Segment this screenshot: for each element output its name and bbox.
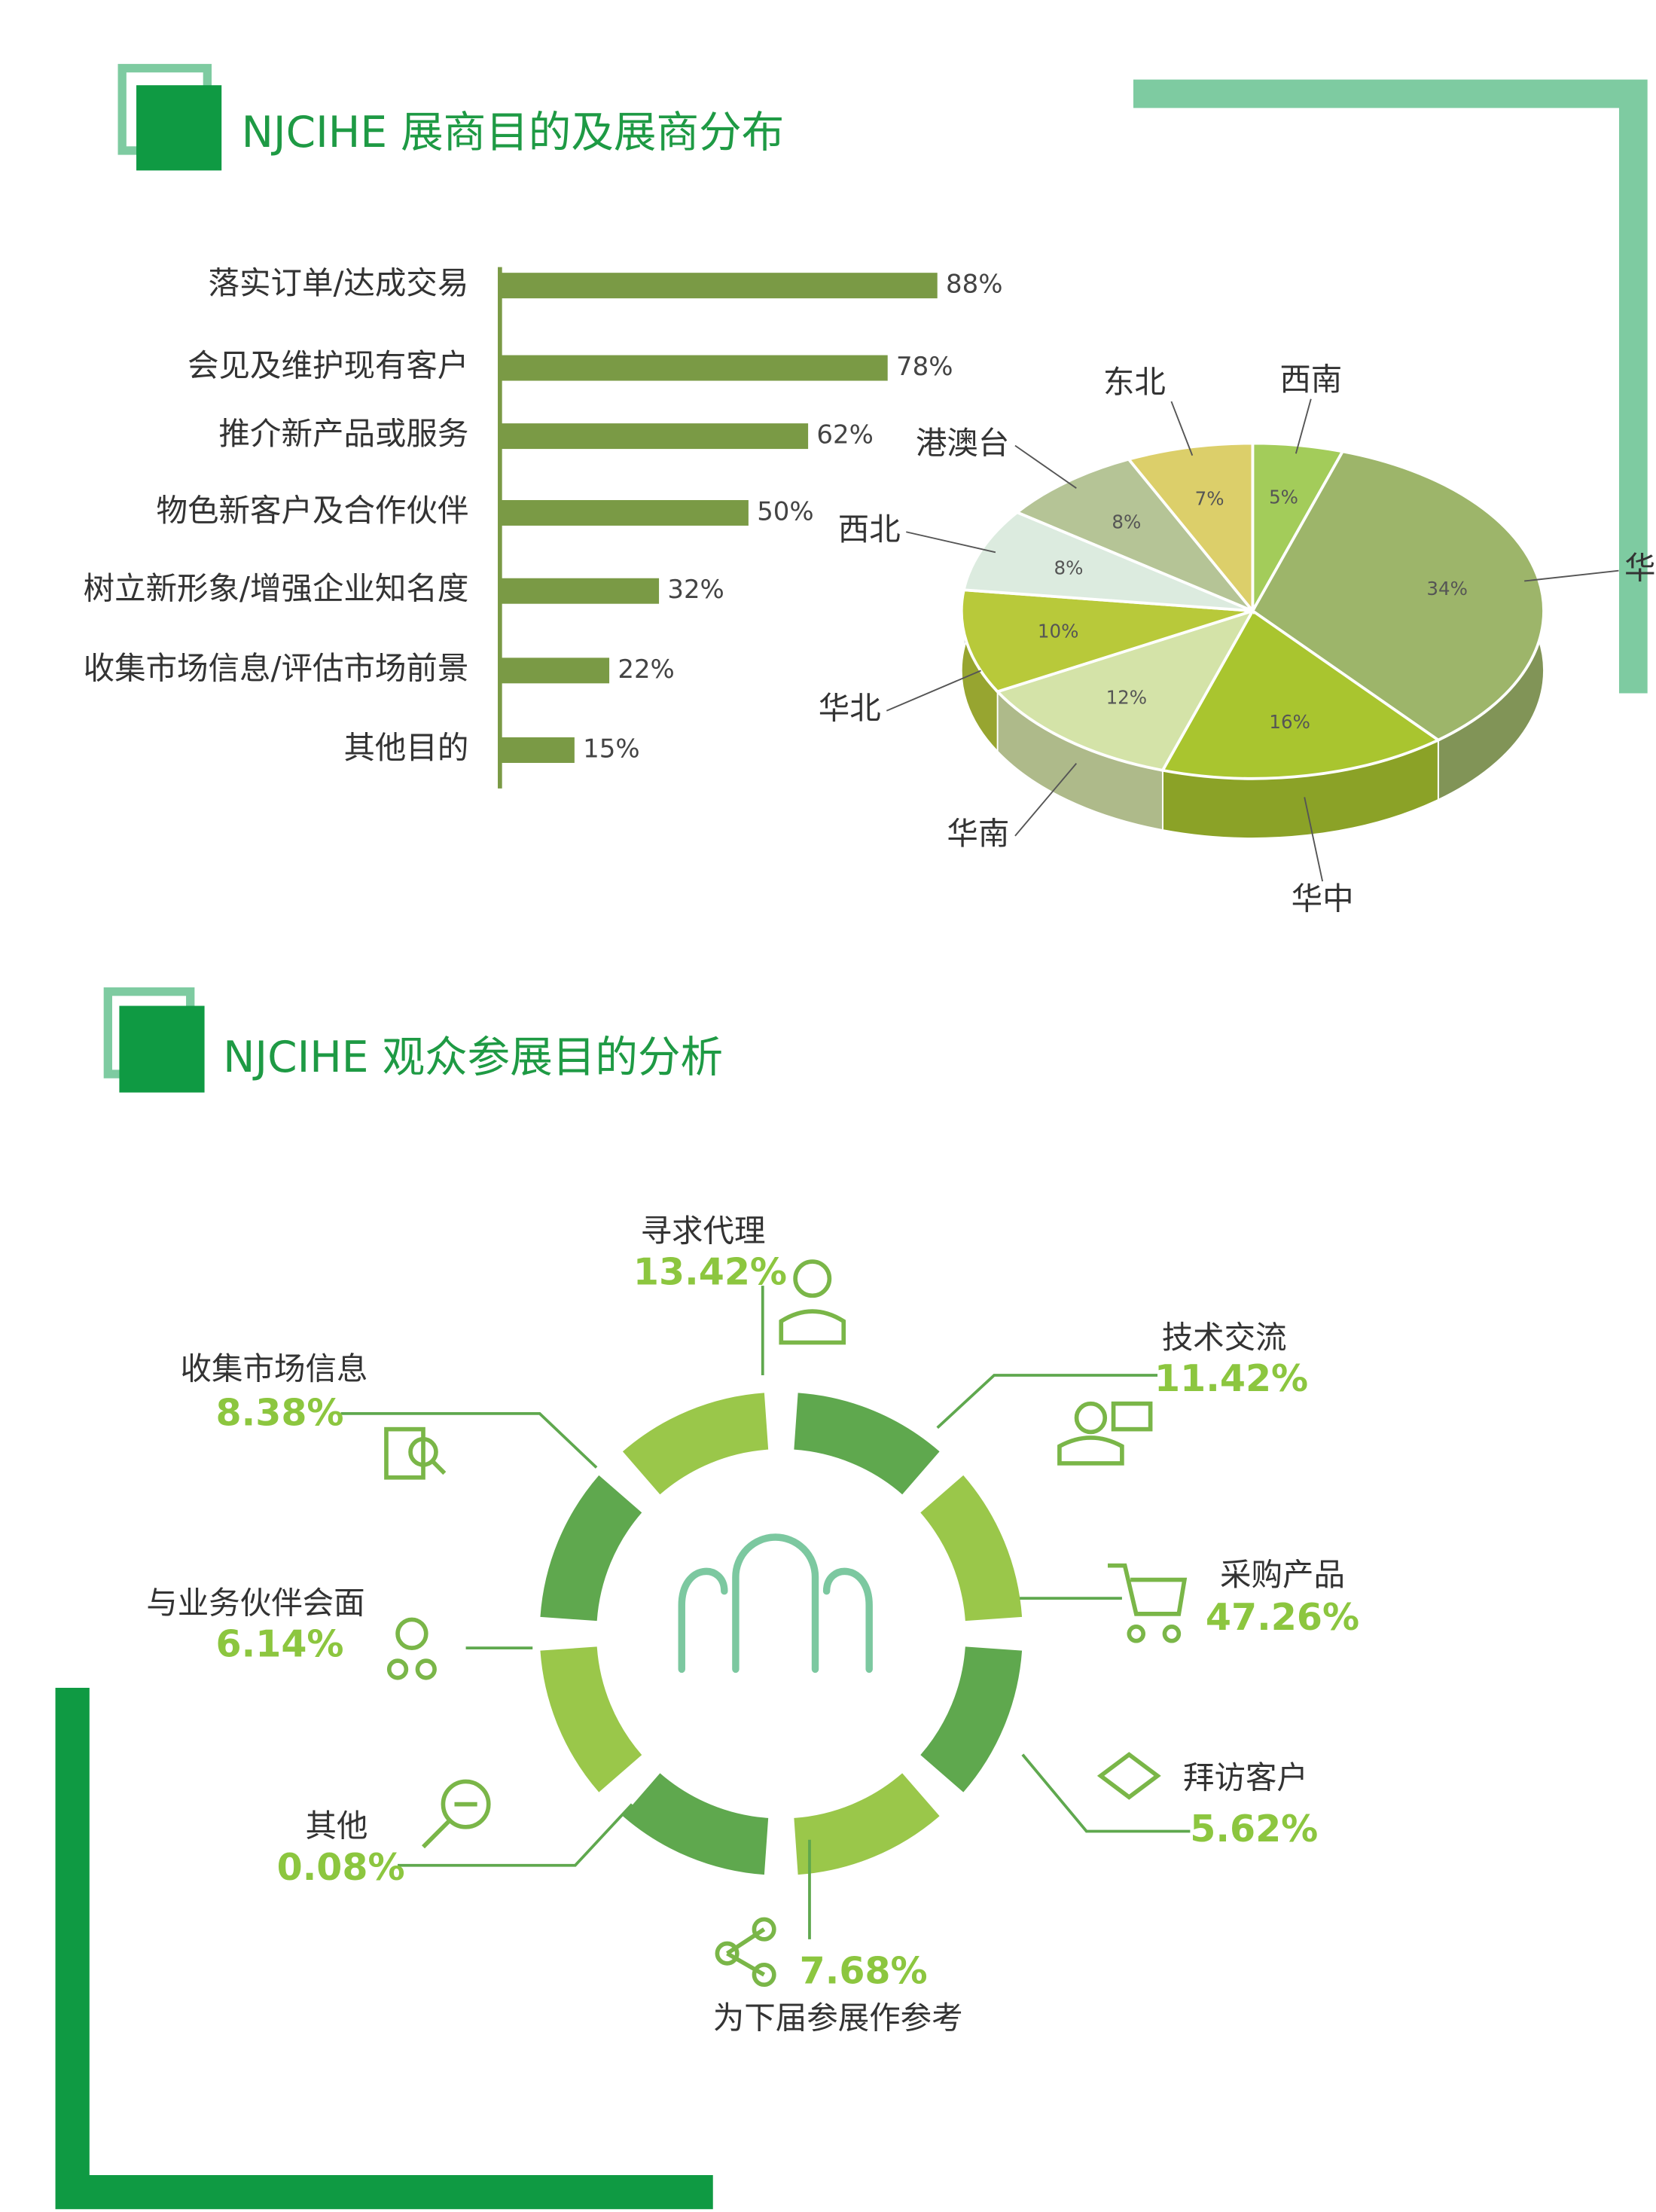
leader-line: [340, 1412, 598, 1469]
item-label: 拜访客户: [1183, 1759, 1308, 1796]
ring-segment: [540, 1475, 642, 1622]
ring-segment: [919, 1475, 1023, 1622]
slice-label: 华北: [819, 690, 881, 727]
item-label: 采购产品: [1220, 1556, 1345, 1593]
ring-segment: [622, 1393, 769, 1495]
value-label: 15%: [583, 734, 639, 764]
center-icon: [678, 1533, 873, 1673]
leader-line: [1304, 797, 1324, 882]
value-label: 50%: [757, 496, 813, 526]
slice-value: 5%: [1269, 487, 1298, 508]
slice-value: 34%: [1426, 578, 1467, 600]
leader-line: [398, 1803, 633, 1867]
leader-line: [1170, 401, 1194, 456]
category-label: 其他目的: [343, 729, 468, 766]
leader-line: [1295, 398, 1312, 454]
category-label: 树立新形象/增强企业知名度: [84, 570, 469, 607]
bar: [499, 273, 938, 299]
bar: [499, 423, 809, 450]
slice-label: 华南: [947, 815, 1009, 852]
bar: [499, 499, 749, 526]
value-label: 88%: [946, 270, 1002, 300]
ring-segment: [540, 1646, 642, 1792]
category-label: 物色新客户及合作伙伴: [157, 492, 469, 529]
decoration: [55, 63, 1648, 2210]
bar: [499, 737, 575, 763]
pie-slice: [1160, 609, 1441, 780]
slice-label: 西北: [838, 511, 901, 548]
slice-label: 华中: [1292, 880, 1354, 917]
item-label: 技术交流: [1162, 1319, 1287, 1356]
bar: [499, 578, 660, 604]
slice-label: 华东: [1624, 550, 1656, 587]
category-label: 落实订单/达成交易: [209, 264, 469, 301]
item-value: 0.08%: [277, 1845, 405, 1889]
slice-label: 港澳台: [916, 425, 1009, 462]
item-value: 8.38%: [216, 1390, 344, 1434]
leader-line: [1014, 763, 1077, 837]
item-label: 其他: [305, 1808, 367, 1844]
item-value: 6.14%: [216, 1622, 344, 1666]
leader-line: [906, 531, 996, 554]
ring-segment: [919, 1646, 1023, 1792]
leader-line: [1014, 444, 1077, 489]
slice-value: 10%: [1038, 620, 1078, 642]
section-title: NJCIHE 展商目的及展商分布: [242, 108, 785, 157]
item-value: 5.62%: [1190, 1807, 1318, 1850]
leader-line: [1524, 569, 1619, 582]
leader-line: [1021, 1753, 1191, 1833]
ring-segment: [793, 1393, 940, 1495]
value-label: 62%: [816, 420, 873, 450]
slice-value: 8%: [1112, 511, 1141, 532]
bar: [499, 657, 610, 684]
ring-segment: [793, 1772, 940, 1875]
category-label: 推介新产品或服务: [219, 415, 469, 452]
item-value: 11.42%: [1154, 1356, 1308, 1400]
category-label: 收集市场信息/评估市场前景: [84, 649, 469, 686]
value-label: 22%: [618, 654, 674, 685]
value-label: 78%: [896, 352, 953, 382]
category-label: 会见及维护现有客户: [188, 347, 468, 384]
section-title: NJCIHE 观众参展目的分析: [223, 1033, 723, 1082]
item-value: 13.42%: [633, 1250, 787, 1294]
item-value: 7.68%: [800, 1949, 928, 1993]
bar: [499, 355, 888, 381]
leader-line: [886, 670, 981, 712]
item-value: 47.26%: [1206, 1595, 1359, 1639]
item-label: 与业务伙伴会面: [146, 1585, 364, 1622]
slice-value: 8%: [1054, 557, 1084, 578]
slice-label: 西南: [1279, 361, 1342, 398]
slice-value: 12%: [1106, 687, 1147, 709]
slice-value: 16%: [1269, 711, 1310, 733]
value-label: 32%: [667, 575, 724, 605]
icons: [384, 1259, 1188, 1988]
item-label: 收集市场信息: [181, 1350, 368, 1387]
slice-label: 东北: [1103, 363, 1166, 400]
leader-line: [936, 1374, 1158, 1429]
slice-value: 7%: [1195, 487, 1224, 509]
item-label: 寻求代理: [641, 1212, 766, 1249]
ring-segment: [622, 1772, 769, 1875]
pie-slice: [959, 588, 1253, 694]
pie-slice: [995, 608, 1256, 772]
item-label: 为下届参展作参考: [713, 1999, 963, 2036]
